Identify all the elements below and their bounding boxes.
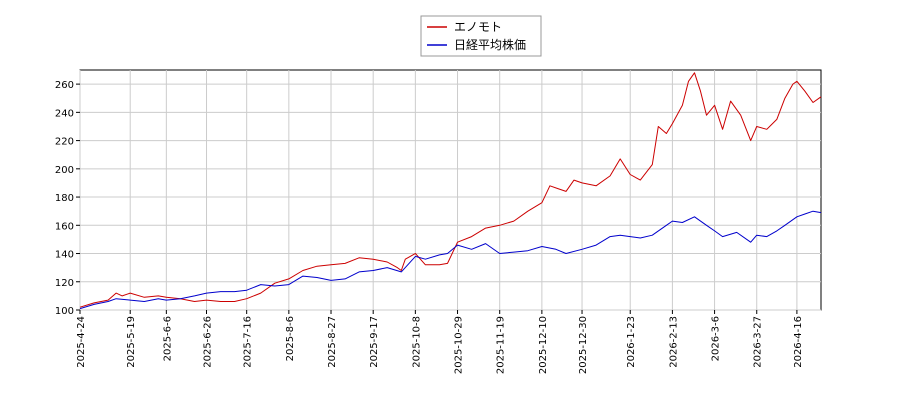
x-tick-label: 2025-5-19	[126, 316, 137, 368]
x-tick-label: 2025-12-10	[538, 316, 549, 374]
x-tick-label: 2026-1-23	[626, 316, 637, 368]
x-tick-label: 2026-3-6	[711, 316, 722, 361]
x-tick-label: 2025-4-24	[76, 316, 87, 368]
x-tick-label: 2025-8-6	[285, 316, 296, 361]
x-tick-label: 2025-12-30	[578, 316, 589, 374]
x-tick-label: 2025-8-27	[327, 316, 338, 368]
y-tick-label: 160	[55, 221, 74, 232]
x-tick-label: 2026-4-16	[793, 316, 804, 368]
legend-label-nikkei: 日経平均株価	[454, 37, 526, 52]
x-tick-label: 2025-7-16	[243, 316, 254, 368]
legend-box	[420, 15, 542, 57]
series-line-enomoto	[79, 72, 822, 308]
y-tick-label: 240	[55, 108, 74, 119]
legend-label-enomoto: エノモト	[454, 20, 502, 34]
x-tick-label: 2026-2-13	[668, 316, 679, 368]
legend: エノモト 日経平均株価	[420, 15, 542, 57]
x-axis: 2025-4-24 2025-5-19 2025-6-6 2025-6-26 2025-…	[76, 310, 804, 374]
y-tick-label: 260	[55, 80, 74, 91]
y-tick-label: 200	[55, 165, 74, 176]
x-tick-label: 2026-3-27	[753, 316, 764, 368]
series-lines	[79, 72, 822, 310]
x-tick-label: 2025-10-8	[411, 316, 422, 368]
grid-lines	[79, 70, 821, 311]
y-tick-label: 100	[55, 306, 74, 317]
plot-area	[79, 69, 822, 311]
y-tick-label: 220	[55, 137, 74, 148]
x-tick-label: 2025-10-29	[454, 316, 465, 374]
x-tick-label: 2025-6-6	[162, 316, 173, 361]
y-tick-label: 180	[55, 193, 74, 204]
x-tick-label: 2025-6-26	[203, 316, 214, 368]
y-tick-label: 140	[55, 250, 74, 261]
x-tick-label: 2025-11-19	[496, 316, 507, 374]
y-axis: 100 120 140 160 180 200 220 240 260	[55, 80, 80, 317]
y-tick-label: 120	[55, 278, 74, 289]
series-line-nikkei	[79, 210, 822, 310]
x-tick-label: 2025-9-17	[369, 316, 380, 368]
